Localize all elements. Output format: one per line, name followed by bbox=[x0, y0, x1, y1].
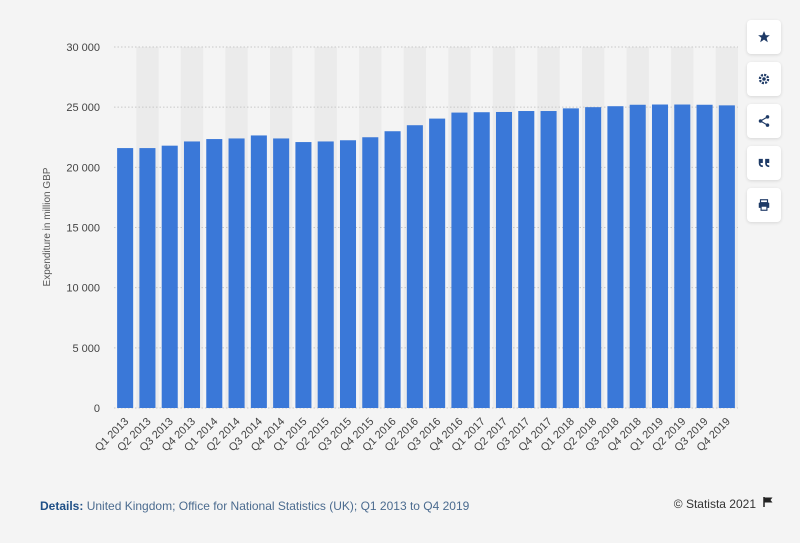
bar[interactable] bbox=[651, 104, 669, 408]
bar[interactable] bbox=[273, 138, 290, 408]
bar[interactable] bbox=[295, 142, 312, 408]
bar[interactable] bbox=[629, 104, 646, 408]
star-icon bbox=[757, 30, 771, 44]
y-tick-label: 0 bbox=[94, 403, 100, 415]
bar[interactable] bbox=[540, 111, 557, 408]
y-tick-label: 5 000 bbox=[72, 343, 100, 355]
bar[interactable] bbox=[495, 111, 513, 408]
cite-button[interactable] bbox=[747, 146, 781, 180]
y-axis-ticks: 0 5 000 10 000 15 000 20 000 25 000 30 000 bbox=[66, 42, 100, 415]
bars bbox=[117, 104, 735, 409]
bar-chart: 0 5 000 10 000 15 000 20 000 25 000 30 000 Q1 … bbox=[42, 42, 738, 454]
bar[interactable] bbox=[473, 112, 490, 408]
bar[interactable] bbox=[585, 107, 602, 409]
y-axis-label: Expenditure in million GBP bbox=[42, 167, 53, 286]
bar[interactable] bbox=[406, 125, 423, 408]
print-button[interactable] bbox=[747, 188, 781, 222]
y-tick-label: 25 000 bbox=[66, 102, 100, 114]
y-tick-label: 15 000 bbox=[66, 223, 100, 235]
gear-icon bbox=[757, 72, 771, 86]
bar[interactable] bbox=[451, 112, 468, 408]
bar[interactable] bbox=[429, 118, 446, 409]
bar[interactable] bbox=[518, 111, 535, 408]
chart-details: Details: United Kingdom; Office for Nati… bbox=[40, 499, 469, 513]
bar[interactable] bbox=[339, 140, 357, 408]
bar[interactable] bbox=[206, 139, 223, 408]
bar[interactable] bbox=[718, 105, 735, 408]
bar[interactable] bbox=[384, 131, 401, 408]
details-label: Details: bbox=[40, 499, 84, 513]
bar[interactable] bbox=[228, 138, 245, 408]
bar[interactable] bbox=[317, 141, 334, 408]
y-tick-label: 20 000 bbox=[66, 162, 100, 174]
bar[interactable] bbox=[183, 141, 201, 408]
credit: © Statista 2021 bbox=[674, 496, 774, 511]
bar[interactable] bbox=[674, 104, 691, 408]
bar[interactable] bbox=[696, 104, 713, 408]
bar[interactable] bbox=[607, 106, 624, 408]
chart-area: 0 5 000 10 000 15 000 20 000 25 000 30 000 Q1 … bbox=[42, 42, 738, 454]
bar[interactable] bbox=[250, 135, 267, 408]
favorite-button[interactable] bbox=[747, 20, 781, 54]
bar[interactable] bbox=[117, 148, 134, 408]
bar[interactable] bbox=[562, 108, 579, 409]
share-button[interactable] bbox=[747, 104, 781, 138]
gridlines bbox=[114, 46, 738, 409]
y-tick-label: 30 000 bbox=[66, 42, 100, 54]
details-text: United Kingdom; Office for National Stat… bbox=[83, 499, 470, 513]
bar[interactable] bbox=[362, 137, 379, 408]
share-icon bbox=[757, 114, 771, 128]
credit-text[interactable]: © Statista 2021 bbox=[673, 496, 756, 511]
bar[interactable] bbox=[161, 145, 178, 408]
y-tick-label: 10 000 bbox=[66, 283, 100, 295]
bar[interactable] bbox=[139, 148, 156, 408]
quote-icon bbox=[757, 156, 771, 170]
flag-icon bbox=[762, 496, 774, 511]
settings-button[interactable] bbox=[747, 62, 781, 96]
print-icon bbox=[757, 198, 771, 212]
